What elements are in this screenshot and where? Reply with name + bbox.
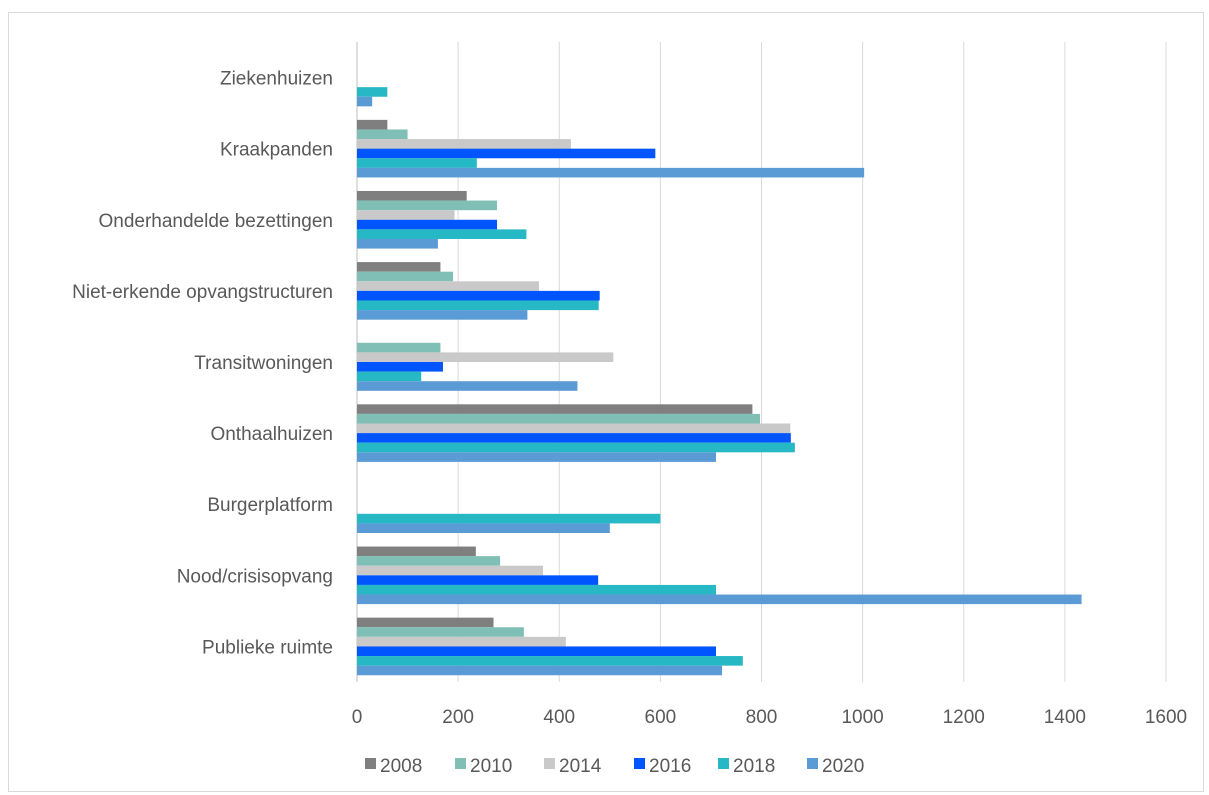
bar-2018 [357, 513, 661, 524]
bar-2020 [357, 238, 438, 249]
bar-2010 [357, 627, 524, 637]
bar-2018 [357, 584, 716, 595]
bar-2018 [357, 158, 477, 168]
x-tick-label: 1400 [1044, 707, 1086, 728]
bar-2014 [357, 281, 540, 291]
category-label: Ziekenhuizen [220, 69, 333, 90]
bars [357, 87, 1082, 676]
bar-2008 [357, 617, 494, 628]
legend: 2008 2010 2014 2016 2018 2020 [365, 756, 864, 777]
bar-2016 [357, 646, 716, 657]
category-label: Burgerplatform [207, 495, 333, 516]
category-label: Publieke ruimte [202, 637, 333, 658]
bar-2010 [357, 129, 408, 140]
x-tick-label: 200 [442, 707, 474, 728]
bar-2014 [357, 565, 544, 576]
legend-swatch-2008 [365, 758, 376, 769]
bar-2020 [357, 665, 723, 676]
bar-2016 [357, 433, 791, 443]
category-label: Transitwoningen [194, 353, 333, 374]
legend-label: 2016 [649, 756, 691, 777]
bar-2018 [357, 87, 388, 97]
legend-label: 2008 [380, 756, 422, 777]
bar-2020 [357, 452, 716, 462]
bar-2020 [357, 523, 610, 534]
bar-2010 [357, 200, 498, 211]
bar-2020 [357, 594, 1082, 605]
x-tick-label: 400 [543, 707, 575, 728]
bar-2008 [357, 404, 753, 414]
bar-2016 [357, 362, 443, 372]
bar-2010 [357, 413, 760, 424]
bar-2010 [357, 271, 454, 282]
category-label: Nood/crisisopvang [177, 566, 333, 587]
legend-label: 2020 [822, 756, 864, 777]
bar-2018 [357, 300, 599, 311]
bar-2018 [357, 442, 795, 453]
bar-2018 [357, 656, 743, 666]
legend-swatch-2016 [634, 758, 645, 769]
bar-2010 [357, 342, 441, 353]
legend-swatch-2014 [544, 758, 555, 769]
bar-2020 [357, 167, 865, 178]
category-label: Niet-erkende opvangstructuren [72, 282, 333, 303]
category-label: Kraakpanden [220, 140, 333, 161]
legend-swatch-2010 [455, 758, 466, 769]
bar-2016 [357, 219, 498, 230]
bar-2014 [357, 139, 571, 149]
x-tick-label: 600 [645, 707, 677, 728]
bar-2016 [357, 148, 656, 159]
legend-label: 2010 [470, 756, 512, 777]
bar-2014 [357, 423, 791, 434]
bar-2010 [357, 556, 501, 566]
bar-2008 [357, 546, 476, 557]
legend-label: 2018 [733, 756, 775, 777]
bar-2014 [357, 636, 566, 647]
x-tick-label: 0 [352, 707, 363, 728]
bar-2008 [357, 262, 441, 272]
x-tick-labels: 0 200 400 600 800 1000 1200 1400 1600 [352, 707, 1187, 728]
bar-2018 [357, 229, 527, 239]
category-labels: Publieke ruimte Nood/crisisopvang Burgerpl… [72, 69, 333, 659]
x-tick-label: 1200 [943, 707, 985, 728]
legend-swatch-2018 [718, 758, 729, 769]
bar-2016 [357, 290, 600, 301]
x-tick-label: 1000 [841, 707, 883, 728]
category-label: Onthaalhuizen [210, 424, 333, 445]
legend-label: 2014 [559, 756, 602, 777]
bar-2020 [357, 310, 528, 320]
bar-2008 [357, 190, 467, 201]
bar-2020 [357, 96, 373, 107]
x-tick-label: 800 [746, 707, 778, 728]
bar-2018 [357, 371, 422, 382]
bar-2014 [357, 352, 614, 362]
bar-2020 [357, 381, 578, 391]
bar-2014 [357, 210, 455, 220]
chart-frame [8, 12, 1204, 792]
category-label: Onderhandelde bezettingen [98, 211, 333, 232]
legend-swatch-2020 [807, 758, 818, 769]
x-tick-label: 1600 [1145, 707, 1187, 728]
bar-2016 [357, 575, 599, 585]
bar-2008 [357, 119, 388, 130]
